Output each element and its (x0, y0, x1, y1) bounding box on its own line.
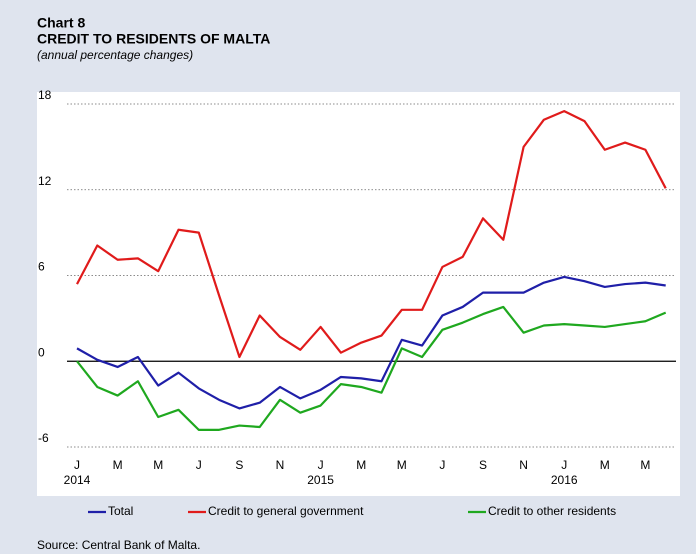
year-label: 2014 (64, 473, 91, 487)
x-tick-label: J (74, 458, 80, 472)
x-tick-label: M (153, 458, 163, 472)
x-tick-label: N (519, 458, 528, 472)
year-label: 2015 (307, 473, 334, 487)
year-label: 2016 (551, 473, 578, 487)
x-tick-label: M (356, 458, 366, 472)
source: Source: Central Bank of Malta. (37, 538, 200, 552)
x-tick-label: J (439, 458, 445, 472)
legend-label: Total (108, 504, 133, 518)
x-tick-label: S (479, 458, 487, 472)
x-tick-label: S (235, 458, 243, 472)
legend-label: Credit to other residents (488, 504, 616, 518)
x-tick-label: M (397, 458, 407, 472)
line-series (76, 110, 667, 359)
chart-subtitle: CREDIT TO RESIDENTS OF MALTA (37, 31, 270, 47)
y-tick-label: -6 (38, 431, 49, 445)
y-tick-label: 6 (38, 260, 45, 274)
chart-title: Chart 8 (37, 15, 85, 31)
x-tick-label: J (561, 458, 567, 472)
y-tick-label: 18 (38, 88, 52, 102)
line-series (76, 275, 666, 410)
x-tick-label: M (113, 458, 123, 472)
legend-label: Credit to general government (208, 504, 364, 518)
y-tick-label: 0 (38, 345, 45, 359)
plot-background (37, 92, 680, 496)
x-tick-label: J (318, 458, 324, 472)
x-tick-label: M (600, 458, 610, 472)
line-series (76, 305, 667, 431)
units-note: (annual percentage changes) (37, 48, 193, 62)
x-tick-label: N (276, 458, 285, 472)
x-tick-label: J (196, 458, 202, 472)
x-tick-label: M (640, 458, 650, 472)
y-tick-label: 12 (38, 174, 52, 188)
